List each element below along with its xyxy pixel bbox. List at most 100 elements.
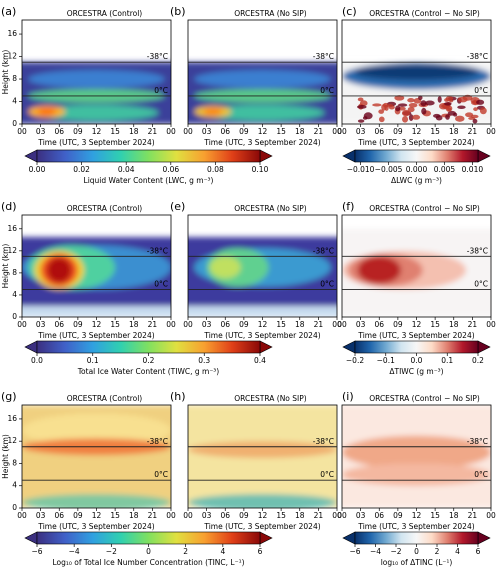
cb-label: Liquid Water Content (LWC, g m⁻³) [84, 176, 214, 185]
cb-tick-label: 0.10 [252, 165, 269, 174]
cb-arrow-right [259, 340, 273, 354]
cb-tick-label: 0.06 [162, 165, 179, 174]
cb-tick-label: 0.000 [406, 165, 428, 174]
x-axis-label: Time (UTC, 3 September 2024) [37, 138, 154, 147]
field-speck [465, 112, 474, 118]
x-axis-label: Time (UTC, 3 September 2024) [357, 138, 474, 147]
x-tick-label: 21 [148, 127, 158, 136]
x-tick-label: 12 [412, 511, 422, 520]
cb-tick-label: 0.4 [254, 356, 266, 365]
field-speck [412, 114, 421, 120]
cb-tick-label: 0.3 [198, 356, 210, 365]
isotherm-label: 0°C [474, 470, 488, 479]
field-blur [22, 405, 171, 508]
field-speck [378, 109, 385, 114]
cb-arrow-right [477, 149, 491, 163]
y-axis-label: Height (km) [1, 434, 10, 479]
panel-label: (a) [1, 5, 16, 18]
cb-label: log₁₀ of ΔTINC (L⁻¹) [381, 558, 453, 567]
field-speck [402, 116, 409, 123]
y-tick-label: 12 [7, 52, 17, 61]
field-blur [188, 237, 337, 317]
x-tick-label: 15 [276, 511, 286, 520]
x-tick-label: 15 [110, 127, 120, 136]
field-speck [418, 95, 423, 101]
x-tick-label: 21 [148, 511, 158, 520]
field-bg [188, 305, 337, 317]
field-speck [408, 102, 418, 108]
isotherm-label: -38°C [147, 437, 168, 446]
x-tick-label: 09 [239, 511, 249, 520]
field-blob [28, 70, 165, 89]
x-tick-label: 00 [486, 511, 496, 520]
y-axis-label: Height (km) [1, 244, 10, 289]
x-axis-label: Time (UTC, 3 September 2024) [203, 522, 320, 531]
isotherm-label: -38°C [467, 437, 488, 446]
y-tick-label: 12 [7, 246, 17, 255]
x-tick-label: 06 [54, 320, 64, 329]
y-tick-label: 16 [7, 224, 17, 233]
x-tick-label: 12 [92, 511, 102, 520]
field-blob [37, 108, 57, 116]
colorbar [36, 340, 261, 354]
x-tick-label: 21 [468, 127, 478, 136]
x-tick-label: 06 [374, 127, 384, 136]
colorbar [354, 149, 479, 163]
x-tick-label: 09 [393, 127, 403, 136]
x-tick-label: 12 [412, 320, 422, 329]
isotherm-label: 0°C [320, 86, 334, 95]
panel-label: (g) [1, 390, 17, 403]
x-tick-label: 15 [276, 127, 286, 136]
x-tick-label: 09 [393, 320, 403, 329]
cb-tick-label: −2 [106, 547, 117, 556]
field-blur [342, 405, 491, 508]
field-blob [188, 494, 337, 508]
cb-arrow-left [342, 149, 356, 163]
x-axis-label: Time (UTC, 3 September 2024) [203, 138, 320, 147]
y-axis-label: Height (km) [1, 50, 10, 95]
cb-tick-label: 0.02 [73, 165, 90, 174]
field-speck [407, 98, 415, 103]
x-tick-label: 21 [314, 511, 324, 520]
field-blob [342, 435, 491, 470]
panel-label: (i) [342, 390, 354, 403]
field [188, 405, 337, 508]
y-tick-label: 4 [12, 290, 17, 299]
x-tick-label: 03 [202, 511, 212, 520]
cb-tick-label: 0.0 [31, 356, 43, 365]
x-tick-label: 18 [129, 127, 139, 136]
field-speck [421, 107, 427, 115]
field-speck [381, 103, 387, 111]
y-tick-label: 0 [12, 312, 17, 321]
field-speck [433, 113, 441, 118]
field [22, 405, 171, 508]
field-speck [407, 106, 415, 113]
panel-title: ORCESTRA (Control − No SIP) [369, 204, 480, 213]
x-tick-label: 00 [332, 127, 342, 136]
cb-tick-label: 0.2 [472, 356, 484, 365]
field-blur [188, 62, 337, 124]
field-speck [447, 110, 457, 116]
x-axis-label: Time (UTC, 3 September 2024) [37, 522, 154, 531]
field-blob [34, 104, 159, 121]
x-tick-label: 00 [166, 511, 176, 520]
field-speck [397, 103, 408, 107]
field-speck [378, 116, 385, 123]
field [22, 62, 171, 124]
isotherm-label: 0°C [320, 279, 334, 288]
x-tick-label: 03 [356, 511, 366, 520]
x-tick-label: 09 [393, 511, 403, 520]
x-tick-label: 00 [486, 320, 496, 329]
field [188, 237, 337, 317]
panel-title: ORCESTRA (No SIP) [234, 9, 306, 18]
cb-tick-label: 0 [146, 547, 151, 556]
x-tick-label: 03 [202, 127, 212, 136]
cb-tick-label: −0.1 [377, 356, 395, 365]
x-tick-label: 09 [73, 127, 83, 136]
x-tick-label: 03 [36, 511, 46, 520]
field-blob [209, 256, 241, 279]
x-tick-label: 00 [183, 127, 193, 136]
field-bg [22, 305, 171, 317]
field-blob [200, 104, 325, 121]
x-tick-label: 06 [54, 511, 64, 520]
